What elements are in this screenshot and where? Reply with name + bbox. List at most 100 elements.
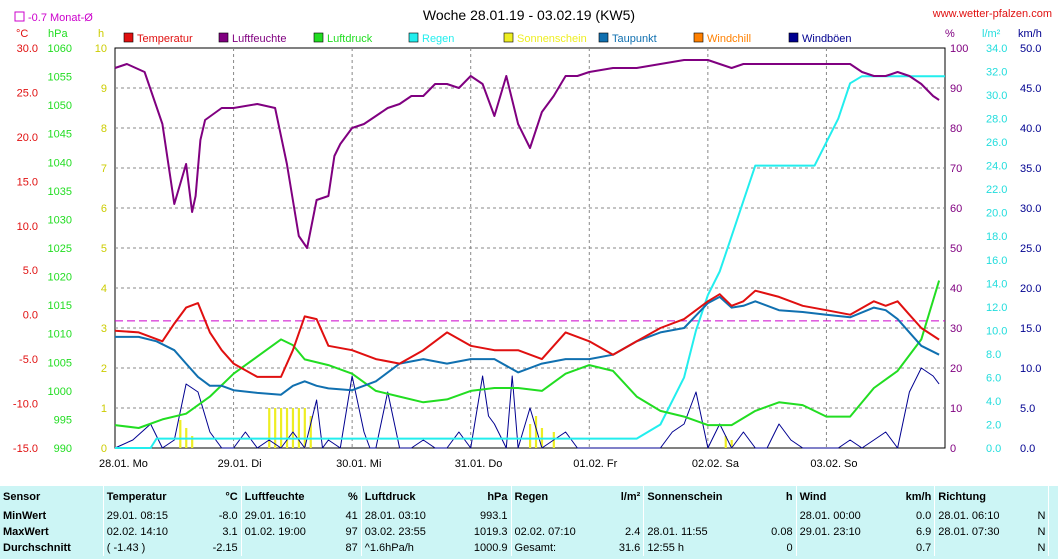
press-tick-label: 1060 [48, 43, 72, 55]
sunshine-bar [274, 408, 277, 448]
temp-tick-label: 5.0 [23, 265, 38, 277]
hum-tick-label: 60 [950, 203, 962, 215]
legend-swatch [313, 32, 324, 43]
sun-tick-label: 4 [101, 283, 107, 295]
series-luftfeuchte [114, 59, 940, 249]
hum-tick-label: 90 [950, 83, 962, 95]
rain-tick-label: 4.0 [986, 396, 1001, 408]
sunshine-bar [724, 436, 727, 448]
series-luftdruck [114, 280, 941, 429]
press-tick-label: 1040 [48, 157, 72, 169]
stats-h-hum: Luftfeuchte [240, 486, 336, 508]
sun-tick-label: 7 [101, 163, 107, 175]
hum-tick-label: 10 [950, 403, 962, 415]
weather-chart: Woche 28.01.19 - 03.02.19 (KW5) www.wett… [13, 7, 1052, 470]
axes: 30.025.020.015.010.05.00.0-5.0-10.0-15.0… [13, 43, 1042, 470]
legend-swatch [598, 32, 609, 43]
stats-h-sensor: Sensor [3, 491, 41, 503]
rain-tick-label: 26.0 [986, 137, 1007, 149]
legend-label: Regen [422, 33, 454, 45]
legend-swatch [218, 32, 229, 43]
x-tick-label: 30.01. Mi [336, 458, 381, 470]
wind-tick-label: 15.0 [1020, 323, 1041, 335]
press-tick-label: 1015 [48, 300, 72, 312]
rain-tick-label: 10.0 [986, 325, 1007, 337]
month-avg-label: -0.7 Monat-Ø [28, 12, 93, 24]
legend-swatch [408, 32, 419, 43]
wind-tick-label: 10.0 [1020, 363, 1041, 375]
rain-tick-label: 20.0 [986, 208, 1007, 220]
legend-swatch [503, 32, 514, 43]
sun-tick-label: 2 [101, 363, 107, 375]
sunshine-bar [529, 424, 532, 448]
legend-label: Temperatur [137, 33, 193, 45]
x-tick-label: 01.02. Fr [573, 458, 617, 470]
stats-temp-time: ( -1.43 ) [102, 540, 198, 556]
stats-dir-time: 28.01. 07:30 [934, 524, 1029, 540]
stats-sun-value: 0.08 [771, 526, 793, 538]
temp-tick-label: 10.0 [17, 221, 38, 233]
temp-tick-label: -10.0 [13, 399, 38, 411]
rain-tick-label: 14.0 [986, 278, 1007, 290]
stats-spacer [1048, 524, 1058, 540]
series-temperatur [114, 289, 940, 378]
wind-tick-label: 40.0 [1020, 123, 1041, 135]
stats-sun-value [757, 508, 796, 524]
site-link[interactable]: www.wetter-pfalzen.com [932, 8, 1052, 20]
rain-tick-label: 18.0 [986, 231, 1007, 243]
stats-press-time: 03.02. 23:55 [360, 524, 456, 540]
rain-tick-label: 30.0 [986, 90, 1007, 102]
stats-rain-time: Gesamt: [510, 540, 606, 556]
stats-sun-time: 28.01. 11:55 [643, 524, 758, 540]
sun-tick-label: 3 [101, 323, 107, 335]
temp-tick-label: -15.0 [13, 443, 38, 455]
stats-press-value: 1000.9 [473, 542, 508, 554]
stats-rain-value [605, 508, 644, 524]
rain-tick-label: 0.0 [986, 443, 1001, 455]
stats-temp-value: -2.15 [212, 542, 238, 554]
wind-tick-label: 50.0 [1020, 43, 1041, 55]
rain-tick-label: 34.0 [986, 43, 1007, 55]
sunshine-bar [291, 408, 295, 448]
stats-press-value: 993.1 [479, 510, 508, 522]
stats-dir-value: N [1037, 526, 1046, 538]
unit-temp: °C [16, 28, 28, 40]
rain-tick-label: 22.0 [986, 184, 1007, 196]
hum-tick-label: 80 [950, 123, 962, 135]
stats-hum-value: 87 [345, 542, 358, 554]
legend-swatch [693, 32, 704, 43]
stats-wind-time: 28.01. 00:00 [795, 508, 891, 524]
stats-press-time: ^1.6hPa/h [360, 540, 456, 556]
stats-sun-time: 12:55 h [643, 540, 758, 556]
wind-tick-label: 45.0 [1020, 83, 1041, 95]
stats-hum-time [240, 540, 336, 556]
stats-spacer [1048, 508, 1058, 524]
statistics-table: Sensor Temperatur °C Luftfeuchte % Luftd… [0, 486, 1058, 559]
wind-tick-label: 20.0 [1020, 283, 1041, 295]
sun-tick-label: 8 [101, 123, 107, 135]
press-tick-label: 1000 [48, 386, 72, 398]
stats-dir-value: N [1037, 542, 1046, 554]
unit-wind: km/h [1018, 28, 1042, 40]
rain-tick-label: 8.0 [986, 349, 1001, 361]
press-tick-label: 1045 [48, 129, 72, 141]
stats-h-wind: Wind [795, 486, 891, 508]
stats-row-label: MaxWert [3, 526, 49, 538]
hum-tick-label: 20 [950, 363, 962, 375]
stats-row: MinWert 29.01. 08:15 -8.0 29.01. 16:10 41 28.… [0, 508, 1058, 524]
stats-sun-time [643, 508, 758, 524]
stats-h-press-unit: hPa [487, 491, 508, 503]
hum-tick-label: 100 [950, 43, 968, 55]
unit-hum: % [945, 28, 955, 40]
stats-temp-value: 3.1 [222, 526, 238, 538]
sunshine-bar [309, 416, 312, 448]
chart-title: Woche 28.01.19 - 03.02.19 (KW5) [423, 7, 635, 23]
rain-tick-label: 24.0 [986, 161, 1007, 173]
stats-dir-value: N [1037, 510, 1046, 522]
stats-wind-value: 6.9 [916, 526, 932, 538]
press-tick-label: 1030 [48, 214, 72, 226]
x-tick-label: 03.02. So [810, 458, 857, 470]
series-layer [114, 59, 945, 449]
stats-rain-time: 02.02. 07:10 [510, 524, 606, 540]
legend-swatch [788, 32, 799, 43]
